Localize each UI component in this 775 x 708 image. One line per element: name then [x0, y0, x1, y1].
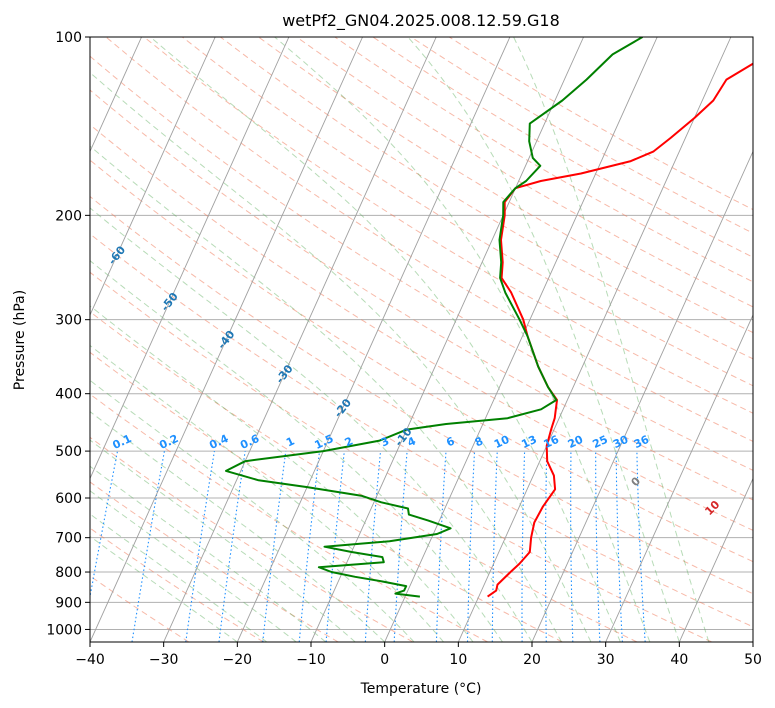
moist-adiabat-line	[274, 37, 651, 642]
x-tick-label: 30	[597, 652, 615, 668]
dewpoint-profile	[225, 37, 644, 598]
y-axis-ticks: 100 200 300 400 500 600 700 800 900 1000	[46, 30, 90, 638]
dry-adiabat-line	[90, 481, 339, 642]
moist-adiabat-line	[407, 37, 680, 642]
isotherm-line	[90, 37, 142, 153]
x-tick-label: −40	[75, 652, 105, 668]
dry-adiabat-line	[90, 159, 753, 563]
mixing-ratio-label: 10	[492, 433, 512, 451]
isotherm-line	[90, 37, 216, 317]
mixing-ratio-label: 36	[632, 433, 652, 451]
moist-adiabat-line	[90, 71, 592, 642]
moist-adiabat-line	[150, 37, 621, 642]
x-tick-label: 20	[523, 652, 541, 668]
mixing-ratio-line	[262, 451, 287, 642]
isotherm-line	[531, 150, 753, 642]
plot-area: -100-90-80-70-60-50-40-30-20-100.10.20.4…	[90, 37, 753, 642]
x-tick-label: 40	[670, 652, 688, 668]
plot-frame	[89, 36, 754, 643]
temperature-profile	[487, 62, 753, 598]
moist-adiabat-line	[90, 145, 562, 642]
isotherm-line	[310, 37, 584, 642]
isotherm-line	[605, 313, 753, 642]
mixing-ratio-label: 30	[611, 433, 631, 451]
y-tick-label: 800	[55, 565, 82, 581]
moist-adiabat-line	[513, 37, 710, 642]
dry-adiabat-line	[90, 195, 753, 595]
dry-adiabat-line	[90, 55, 753, 471]
dry-adiabat-line	[220, 37, 753, 360]
moist-adiabat-line	[90, 535, 238, 642]
isotherm-line	[457, 37, 732, 642]
isotherms	[90, 37, 753, 642]
isotherm-line	[678, 477, 753, 642]
isotherm-line	[384, 37, 658, 642]
y-tick-label: 500	[55, 444, 82, 460]
mixing-ratio-line	[218, 451, 246, 642]
mixing-ratio-label: 13	[519, 433, 538, 451]
dry-adiabat-line	[90, 351, 563, 642]
dry-adiabat-line	[90, 89, 753, 501]
y-tick-label: 200	[55, 208, 82, 224]
moist-adiabat-line	[90, 207, 533, 642]
dry-adiabat-line	[90, 124, 753, 531]
y-tick-label: 400	[55, 387, 82, 403]
x-axis-title: Temperature (°C)	[360, 681, 482, 697]
dry-adiabat-line	[90, 436, 414, 642]
mixing-ratio-line	[298, 451, 321, 642]
dry-adiabat-line	[90, 233, 753, 628]
y-tick-label: 1000	[46, 622, 82, 638]
dry-adiabat-line	[90, 271, 712, 642]
mixing-ratio-label: 20	[566, 433, 586, 451]
mixing-ratio-line	[325, 451, 345, 642]
mixing-ratio-label: 16	[542, 433, 562, 451]
y-tick-label: 100	[55, 30, 82, 46]
dry-adiabat-line	[258, 37, 753, 334]
mixing-ratio-label: 25	[590, 433, 609, 451]
y-axis-title: Pressure (hPa)	[12, 290, 28, 390]
x-axis-ticks: −40 −30 −20 −10 0 10 20 30 40 50	[75, 642, 762, 668]
mixing-ratio-lines	[90, 450, 646, 642]
dry-adiabat-line	[105, 37, 753, 442]
x-tick-label: −30	[149, 652, 179, 668]
moist-adiabat-line	[90, 439, 356, 642]
mixing-ratio-line	[364, 451, 382, 642]
y-tick-label: 600	[55, 491, 82, 507]
moist-adiabat-line	[90, 411, 386, 642]
isotherm-line	[90, 37, 363, 642]
isotherm-line	[236, 37, 511, 642]
y-tick-label: 700	[55, 531, 82, 547]
moist-adiabat-line	[90, 513, 268, 642]
isotherm-line	[163, 37, 437, 642]
y-tick-label: 900	[55, 595, 82, 611]
moist-adiabat-line	[90, 259, 503, 642]
x-tick-label: 10	[449, 652, 467, 668]
x-tick-label: 50	[744, 652, 762, 668]
sounding-profiles	[225, 37, 753, 598]
dry-adiabat-line	[90, 311, 638, 642]
x-tick-label: −10	[296, 652, 326, 668]
moist-adiabats	[90, 37, 710, 642]
moist-adiabat-line	[90, 305, 474, 642]
x-tick-label: −20	[223, 652, 253, 668]
mixing-ratio-line	[185, 451, 215, 642]
x-tick-label: 0	[380, 652, 389, 668]
isotherm-line	[90, 37, 290, 480]
chart-title: wetPf2_GN04.2025.008.12.59.G18	[282, 11, 560, 31]
y-tick-label: 300	[55, 313, 82, 329]
